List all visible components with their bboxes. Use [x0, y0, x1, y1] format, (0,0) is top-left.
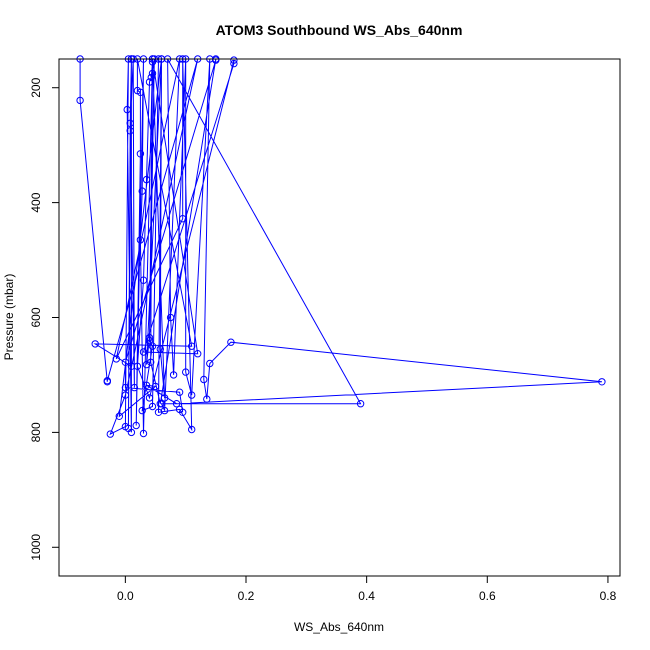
data-point [145, 333, 154, 342]
data-point [121, 383, 130, 392]
data-point [126, 119, 134, 128]
data-point [147, 358, 155, 366]
x-tick-label: 0.6 [479, 589, 496, 603]
plot-frame [58, 58, 621, 577]
data-point [160, 394, 169, 402]
data-point [227, 338, 235, 346]
y-tick-label: 200 [29, 77, 43, 97]
data-point [188, 425, 196, 434]
data-point [145, 336, 154, 345]
data-point [138, 406, 146, 415]
x-tick-label: 0.0 [117, 589, 134, 603]
data-point [156, 345, 165, 353]
data-point [76, 96, 84, 105]
data-point [188, 391, 196, 399]
data-point [139, 348, 148, 356]
data-point [194, 350, 202, 358]
y-tick-label: 400 [29, 192, 43, 212]
y-axis-label: Pressure (mbar) [2, 274, 16, 361]
data-series [79, 59, 602, 436]
data-point [132, 421, 140, 430]
data-point [179, 215, 187, 223]
data-point [175, 388, 184, 396]
data-point [139, 429, 148, 438]
data-point [206, 359, 214, 368]
data-point [212, 56, 220, 64]
y-tick-label: 800 [29, 422, 43, 442]
data-point [106, 430, 115, 438]
data-point [136, 88, 145, 97]
data-point [230, 59, 238, 68]
data-point [160, 406, 169, 415]
data-point [142, 360, 151, 369]
data-point [169, 371, 178, 379]
data-point [182, 368, 190, 376]
data-point [166, 313, 175, 322]
data-point [172, 400, 181, 408]
data-point [136, 150, 145, 158]
data-point [151, 382, 160, 391]
data-point [112, 355, 121, 363]
x-tick-label: 0.4 [358, 589, 375, 603]
data-point [138, 187, 146, 195]
data-point [115, 412, 124, 420]
x-axis: 0.0 0.2 0.4 0.6 0.8 [117, 575, 617, 603]
y-tick-label: 600 [29, 307, 43, 327]
data-point [121, 391, 130, 399]
chart-title: ATOM3 Southbound WS_Abs_640nm [216, 22, 463, 38]
data-point [133, 362, 142, 370]
data-point [121, 358, 130, 366]
data-point [139, 276, 148, 284]
data-point [136, 236, 145, 244]
data-point [145, 394, 154, 402]
y-tick-label: 1000 [29, 534, 43, 561]
data-point [130, 383, 139, 392]
x-tick-label: 0.2 [238, 589, 255, 603]
series-line [79, 59, 602, 436]
data-point [142, 175, 151, 184]
data-point [148, 69, 157, 78]
data-markers [76, 55, 606, 438]
data-point [179, 408, 187, 416]
data-point [145, 78, 154, 86]
data-point [148, 402, 157, 411]
y-axis: 200 400 600 800 1000 [29, 77, 60, 561]
data-point [230, 56, 238, 64]
data-point [147, 73, 156, 82]
data-point [156, 400, 165, 408]
data-point [598, 378, 606, 386]
x-tick-label: 0.8 [600, 589, 617, 603]
data-point [142, 381, 151, 389]
data-point [203, 395, 211, 403]
data-point [148, 342, 157, 350]
data-point [188, 342, 196, 350]
data-point [124, 424, 133, 433]
data-point [356, 400, 365, 408]
data-point [123, 105, 131, 114]
data-point [200, 375, 208, 384]
x-axis-label: WS_Abs_640nm [294, 620, 384, 634]
data-point [91, 340, 99, 348]
data-point [126, 127, 134, 135]
data-point [103, 377, 112, 385]
